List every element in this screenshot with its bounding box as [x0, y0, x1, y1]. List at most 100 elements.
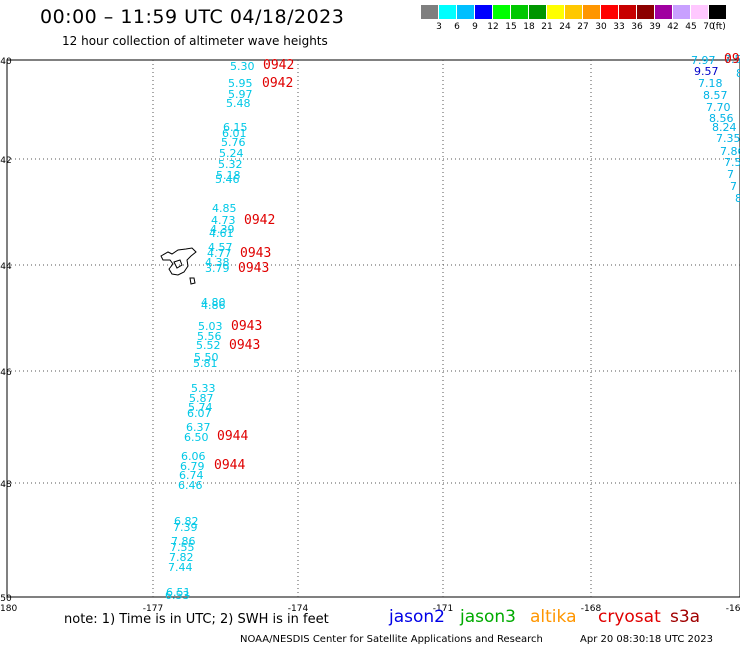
legend-label: 42: [667, 22, 679, 32]
legend-label: 27: [577, 22, 589, 32]
wave-height-label: 8.57: [703, 89, 728, 102]
pass-time-label: 0943: [238, 261, 270, 276]
wave-height-label: 6.51: [166, 586, 191, 599]
credit-line: NOAA/NESDIS Center for Satellite Applica…: [240, 634, 543, 645]
latitude-label: -48: [0, 480, 12, 490]
legend-swatch: [439, 5, 456, 19]
pass-time-label: 0942: [263, 58, 295, 73]
legend-unit: (ft): [712, 22, 726, 32]
map-subtitle: 12 hour collection of altimeter wave hei…: [62, 34, 328, 48]
map-frame: [6, 59, 740, 598]
wave-height-label: 5.48: [226, 97, 251, 110]
legend-swatch: [691, 5, 708, 19]
graticule: [7, 60, 740, 597]
wave-height-label: 5.87: [189, 392, 214, 405]
wave-height-label: 6.50: [184, 431, 209, 444]
wave-height-label: 5.32: [218, 158, 243, 171]
legend-swatch: [493, 5, 510, 19]
footer-note: note: 1) Time is in UTC; 2) SWH is in fe…: [64, 612, 329, 627]
wave-height-label: 6.01: [222, 127, 247, 140]
legend-label: 30: [595, 22, 607, 32]
wave-height-label: 5.95: [228, 77, 253, 90]
wave-height-label: 6.06: [181, 450, 206, 463]
legend-label: 3: [436, 22, 442, 32]
wave-height-label: 7.55: [170, 541, 195, 554]
legend-swatch: [673, 5, 690, 19]
wave-height-label: 5.52: [196, 339, 221, 352]
longitude-label: -165: [725, 604, 740, 614]
wave-height-label: 7.82: [169, 551, 194, 564]
legend-swatch: [511, 5, 528, 19]
latitude-label: -40: [0, 57, 12, 67]
pass-time-label: 0943: [240, 246, 272, 261]
longitude-label: -174: [287, 604, 309, 614]
legend-label: 39: [649, 22, 661, 32]
legend-swatch: [709, 5, 726, 19]
wave-height-label: 5.33: [191, 382, 216, 395]
wave-height-label: 5.24: [219, 147, 244, 160]
longitude-label: -168: [580, 604, 602, 614]
satellite-legend-item: jason3: [460, 607, 516, 627]
wave-height-label: 4.38: [205, 256, 230, 269]
latitude-label: -46: [0, 368, 12, 378]
satellite-legend-item: s3a: [670, 607, 701, 627]
wave-height-label: 6.37: [186, 421, 211, 434]
map-title: 00:00 – 11:59 UTC 04/18/2023: [40, 6, 345, 28]
island-outline: [160, 247, 197, 285]
wave-height-label: 7.5: [724, 156, 740, 169]
legend-label: 21: [541, 22, 553, 32]
latitude-label: -50: [0, 594, 12, 604]
wave-height-label: 7.44: [168, 561, 193, 574]
legend-label: 45: [685, 22, 697, 32]
latitude-label: -44: [0, 262, 12, 272]
pass-time-label: 0944: [214, 458, 246, 473]
wave-height-label: 5.18: [216, 169, 241, 182]
wave-height-label: 5.03: [198, 320, 223, 333]
wave-height-label: 5.56: [197, 330, 222, 343]
satellite-legend-item: jason2: [389, 607, 445, 627]
pass-time-label: 0944: [217, 429, 249, 444]
wave-height-label: 6.74: [179, 469, 204, 482]
satellite-legend-item: cryosat: [598, 607, 661, 627]
wave-height-label: 7.5: [724, 53, 740, 66]
wave-height-label: 6.15: [223, 121, 248, 134]
wave-height-label: 7.39: [173, 521, 198, 534]
wave-height-label: 8: [736, 67, 740, 80]
pass-time-label: 09: [724, 52, 740, 67]
wave-height-label: 4.85: [212, 202, 237, 215]
wave-height-label: 7.35: [716, 132, 740, 145]
legend-swatch: [529, 5, 546, 19]
legend-label: 9: [472, 22, 478, 32]
legend-swatch: [475, 5, 492, 19]
legend-label: 12: [487, 22, 499, 32]
wave-height-label: 4.77: [207, 247, 232, 260]
legend-label: 15: [505, 22, 517, 32]
pass-time-label: 0942: [262, 76, 294, 91]
legend-swatch: [583, 5, 600, 19]
wave-height-label: 5.46: [215, 173, 240, 186]
wave-height-label: 7.70: [706, 101, 731, 114]
wave-height-label: 4.73: [211, 214, 236, 227]
legend-swatch: [565, 5, 582, 19]
wave-height-label: 5.74: [188, 401, 213, 414]
legend-swatch: [601, 5, 618, 19]
wave-height-label: 6.46: [178, 479, 203, 492]
wave-height-label: 6.07: [187, 407, 212, 420]
wave-height-label: 6.53: [165, 589, 190, 602]
longitude-label: -177: [142, 604, 164, 614]
wave-height-label: 8: [735, 192, 740, 205]
wave-height-label: 8.56: [709, 112, 734, 125]
legend-swatch: [619, 5, 636, 19]
pass-time-label: 0943: [229, 338, 261, 353]
legend-swatch: [421, 5, 438, 19]
wave-height-label: 4.86: [201, 299, 226, 312]
wave-height-label: 6.82: [174, 515, 199, 528]
satellite-legend-item: altika: [530, 607, 577, 627]
wave-height-label: 5.76: [221, 136, 246, 149]
wave-height-label: 7.86: [171, 535, 196, 548]
legend-swatch: [655, 5, 672, 19]
pass-time-label: 0942: [244, 213, 276, 228]
generation-timestamp: Apr 20 08:30:18 UTC 2023: [580, 634, 713, 645]
wave-height-label: 4.80: [201, 296, 226, 309]
